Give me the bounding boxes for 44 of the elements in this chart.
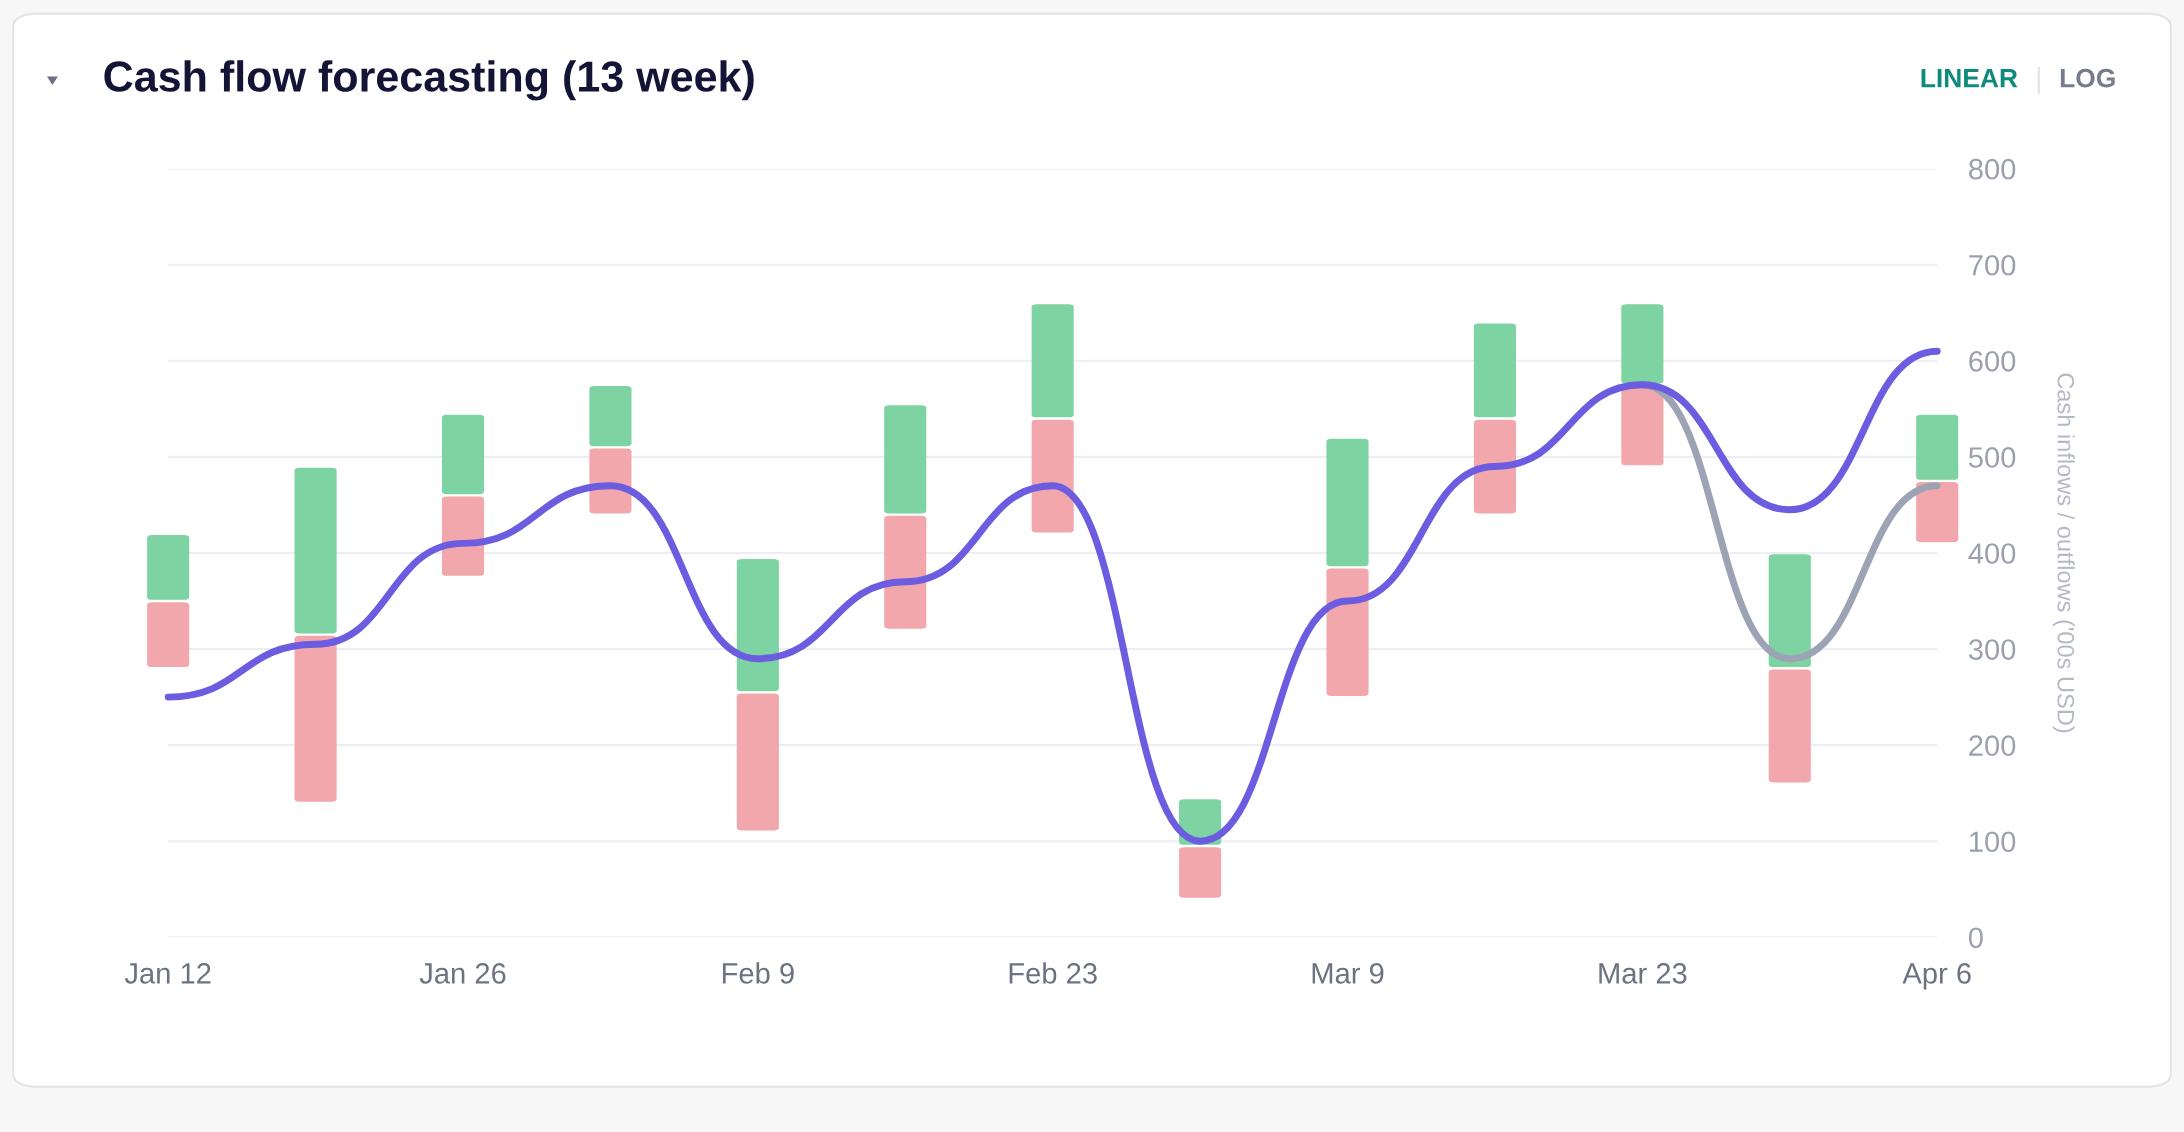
bar [736, 558, 779, 692]
bar [1621, 386, 1664, 466]
y-axis-title: Cash inflows / outflows ('00s USD) [2052, 373, 2075, 733]
bar [736, 693, 779, 831]
bar [1031, 304, 1074, 418]
text: LOG [2060, 68, 2115, 88]
bar [147, 602, 190, 668]
bar [1326, 568, 1369, 696]
bar [1031, 419, 1074, 533]
bar [1916, 482, 1959, 543]
x-tick-label: Apr 6 [1902, 963, 1971, 990]
bar [1179, 847, 1222, 898]
bar [147, 534, 190, 600]
x-tick-label: Mar 23 [1599, 963, 1687, 984]
y-tick-label: 700 [1969, 254, 2016, 276]
bar [884, 405, 927, 514]
text: LINEAR [1921, 69, 2018, 88]
bar [1768, 554, 1811, 668]
y-tick-label: 300 [1968, 639, 2016, 660]
x-tick-label: Jan 26 [419, 963, 506, 984]
bar [1916, 414, 1959, 480]
y-tick-label: 0 [1968, 927, 1983, 949]
bar [294, 467, 337, 634]
bar [1768, 669, 1811, 783]
x-tick-label: Feb 23 [1009, 962, 1097, 984]
bar [1473, 323, 1517, 418]
x-tick-label: Jan 12 [124, 963, 211, 984]
y-tick-label: 600 [1969, 351, 2016, 372]
bar [589, 386, 632, 447]
y-tick-label: 800 [1969, 158, 2016, 180]
y-tick-label: 500 [1968, 447, 2016, 468]
bar [441, 414, 485, 495]
x-tick-label: Feb 9 [722, 962, 794, 984]
x-tick-label: Mar 9 [1312, 963, 1384, 984]
y-tick-label: 400 [1968, 543, 2016, 564]
bar [1621, 304, 1664, 384]
bar [884, 515, 927, 629]
y-tick-label: 100 [1969, 831, 2016, 853]
bar [441, 496, 485, 576]
bar [294, 635, 337, 802]
bar [1326, 438, 1369, 567]
bar [1473, 419, 1517, 514]
y-tick-label: 200 [1969, 735, 2016, 756]
chart-title: Cash flow forecasting (13 week) [104, 60, 754, 101]
